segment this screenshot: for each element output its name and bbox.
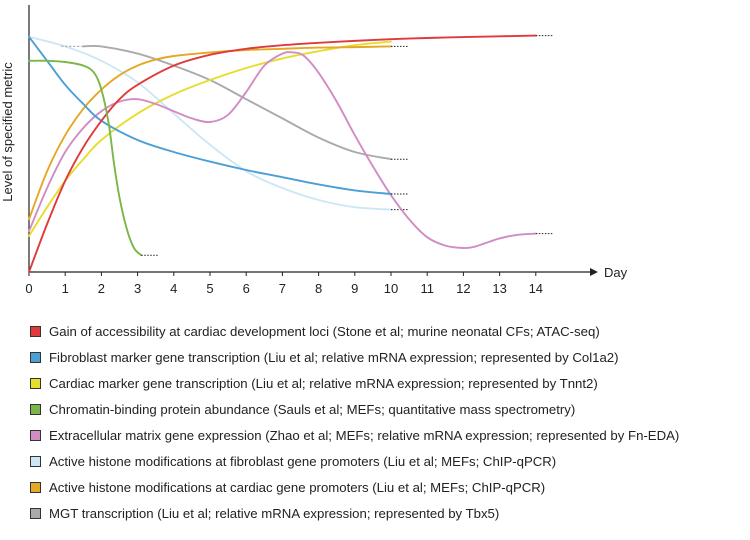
legend-swatch: [30, 351, 41, 363]
chart-legend: Gain of accessibility at cardiac develop…: [30, 318, 745, 526]
legend-item: Cardiac marker gene transcription (Liu e…: [30, 370, 745, 396]
legend-swatch: [30, 377, 41, 389]
legend-item: Active histone modifications at fibrobla…: [30, 448, 745, 474]
series-line: [28, 40, 392, 237]
series-line: [28, 34, 537, 273]
legend-label: Active histone modifications at fibrobla…: [49, 453, 557, 469]
legend-swatch: [30, 429, 41, 441]
x-tick-label: 8: [315, 281, 322, 296]
series-line: [28, 35, 392, 211]
y-axis-label: Level of specified metric: [0, 62, 15, 202]
legend-swatch: [30, 325, 41, 337]
legend-label: Chromatin-binding protein abundance (Sau…: [49, 401, 576, 417]
x-tick-label: 11: [420, 281, 434, 296]
x-tick-label: 2: [98, 281, 105, 296]
legend-item: Extracellular matrix gene expression (Zh…: [30, 422, 745, 448]
legend-swatch: [30, 507, 41, 519]
legend-label: Fibroblast marker gene transcription (Li…: [49, 349, 619, 365]
chart-series-group: [28, 34, 554, 273]
x-tick-label: 10: [384, 281, 398, 296]
series-line: [28, 35, 392, 195]
legend-item: Gain of accessibility at cardiac develop…: [30, 318, 745, 344]
legend-label: Gain of accessibility at cardiac develop…: [49, 323, 600, 339]
x-tick-label: 13: [492, 281, 506, 296]
legend-item: Chromatin-binding protein abundance (Sau…: [30, 396, 745, 422]
legend-swatch: [30, 455, 41, 467]
legend-item: Active histone modifications at cardiac …: [30, 474, 745, 500]
series-line: [82, 44, 392, 161]
x-tick-label: 4: [170, 281, 177, 296]
series-line: [28, 59, 143, 257]
legend-swatch: [30, 481, 41, 493]
x-tick-label: 1: [62, 281, 69, 296]
line-chart: 0 1 2 3 4 5 6 7 8 9 10 11 12 13 14 Level of specified …: [0, 5, 628, 296]
legend-label: Extracellular matrix gene expression (Zh…: [49, 427, 680, 443]
legend-label: MGT transcription (Liu et al; relative m…: [49, 505, 500, 521]
x-tick-label: 5: [206, 281, 213, 296]
x-tick-label: 0: [25, 281, 32, 296]
x-tick-label: 14: [529, 281, 543, 296]
legend-label: Cardiac marker gene transcription (Liu e…: [49, 375, 598, 391]
x-tick-label: 12: [456, 281, 470, 296]
x-tick-label: 7: [279, 281, 286, 296]
x-tick-label: 3: [134, 281, 141, 296]
x-axis-label: Day: [604, 265, 628, 280]
chart-axes: 0 1 2 3 4 5 6 7 8 9 10 11 12 13 14: [25, 5, 598, 296]
legend-label: Active histone modifications at cardiac …: [49, 479, 546, 495]
x-tick-label: 6: [243, 281, 250, 296]
legend-swatch: [30, 403, 41, 415]
legend-item: MGT transcription (Liu et al; relative m…: [30, 500, 745, 526]
legend-item: Fibroblast marker gene transcription (Li…: [30, 344, 745, 370]
x-axis-arrow: [590, 268, 598, 276]
x-tick-label: 9: [351, 281, 358, 296]
series-line: [28, 45, 392, 221]
series-line: [28, 51, 537, 249]
